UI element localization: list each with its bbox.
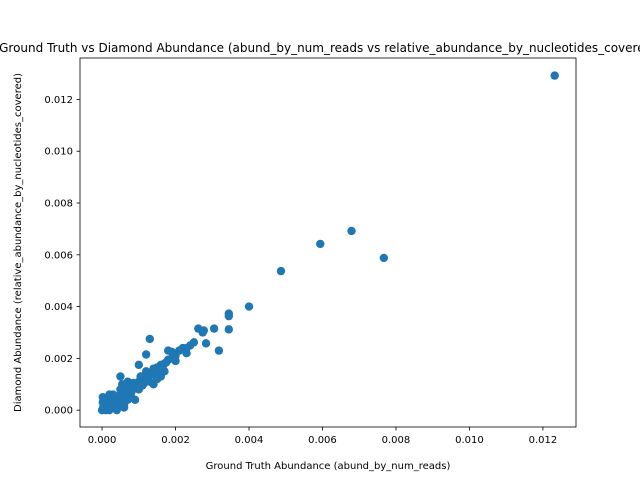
data-point [167, 347, 177, 357]
x-tick-label: 0.012 [529, 435, 558, 446]
y-tick-label: 0.002 [44, 354, 73, 365]
data-point [145, 334, 155, 344]
y-tick-label: 0.010 [44, 147, 73, 158]
data-point [209, 324, 219, 333]
data-point [125, 390, 134, 399]
data-point [136, 372, 145, 381]
y-axis-ticks: 0.000 0.002 0.004 0.006 0.008 0.010 0.012 [44, 95, 80, 417]
data-point [182, 349, 191, 358]
data-point [158, 364, 167, 373]
data-point [162, 358, 171, 367]
data-point [244, 302, 254, 311]
x-axis-label: Ground Truth Abundance (abund_by_num_rea… [206, 461, 451, 472]
x-tick-label: 0.008 [382, 435, 411, 446]
y-axis-label: Diamond Abundance (relative_abundance_by… [13, 73, 24, 412]
data-point [116, 372, 125, 381]
data-point [276, 266, 286, 276]
data-point [119, 403, 129, 412]
y-tick-label: 0.006 [44, 250, 73, 261]
data-point [224, 311, 233, 321]
data-point [550, 71, 559, 80]
x-tick-label: 0.010 [455, 435, 484, 446]
plot-area-frame [79, 57, 577, 428]
chart-title: Ground Truth vs Diamond Abundance (abund… [0, 41, 640, 55]
data-point [194, 324, 203, 333]
data-point [132, 383, 142, 393]
x-tick-label: 0.004 [235, 435, 264, 446]
data-points [97, 71, 559, 415]
data-point [347, 226, 356, 236]
y-tick-label: 0.000 [44, 406, 73, 417]
data-point [214, 346, 224, 355]
data-point [171, 356, 180, 366]
y-tick-label: 0.004 [44, 302, 73, 313]
x-tick-label: 0.006 [308, 435, 337, 446]
x-axis-ticks: 0.000 0.002 0.004 0.006 0.008 0.010 0.012 [88, 427, 558, 446]
x-tick-label: 0.000 [88, 435, 117, 446]
data-point [134, 360, 143, 370]
data-point [118, 380, 127, 389]
data-point [224, 325, 233, 334]
data-point [114, 391, 123, 401]
data-point [201, 339, 211, 348]
y-tick-label: 0.008 [44, 199, 73, 210]
y-tick-label: 0.012 [44, 95, 73, 106]
data-point [111, 398, 121, 407]
data-point [316, 239, 325, 249]
x-tick-label: 0.002 [161, 435, 190, 446]
data-point [379, 253, 389, 263]
data-point [141, 350, 151, 359]
